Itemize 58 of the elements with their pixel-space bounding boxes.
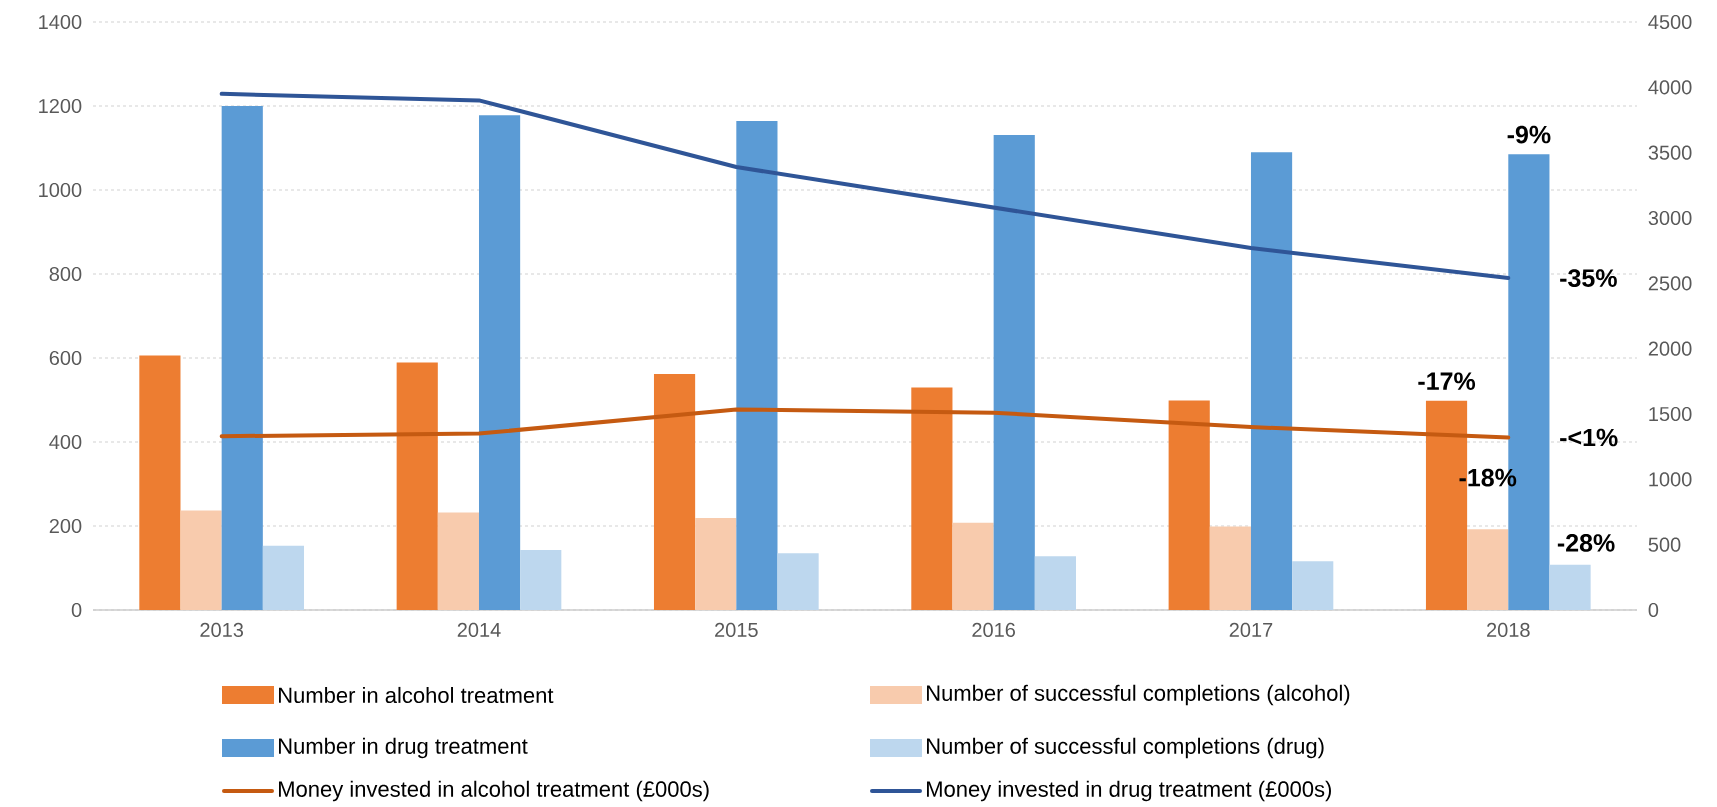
y-tick-label: 600 — [49, 350, 82, 366]
y2-tick-label: 4000 — [1648, 80, 1692, 95]
bar — [478, 115, 521, 610]
y2-tick-label: 1500 — [1649, 406, 1692, 422]
y2-tick-label: 2500 — [1648, 276, 1692, 291]
y-tick-label: 800 — [49, 266, 82, 282]
x-tick-label: 2014 — [457, 622, 501, 638]
y-tick-label: 200 — [49, 518, 82, 534]
y2-tick-label: 1000 — [1649, 472, 1692, 487]
bar — [1292, 561, 1334, 610]
legend-label: Number in drug treatment — [279, 737, 528, 759]
bar — [777, 553, 819, 610]
line-series — [219, 407, 1511, 440]
bar — [993, 134, 1035, 610]
bar — [396, 362, 438, 610]
y-tick-label: 1200 — [39, 98, 82, 114]
y2-tick-label: 0 — [1648, 602, 1659, 618]
legend-label: Money invested in alcohol treatment (£000s) — [279, 780, 709, 802]
annotation: -<1% — [1560, 428, 1618, 447]
bar — [437, 512, 479, 610]
bar — [653, 373, 696, 610]
bar — [736, 121, 778, 610]
bar — [1467, 529, 1509, 610]
x-tick-label: 2013 — [200, 622, 244, 638]
legend-label: Number in alcohol treatment — [279, 686, 554, 704]
bar — [695, 518, 737, 610]
y-tick-label: 400 — [49, 434, 82, 450]
bar — [1250, 152, 1293, 610]
y-tick-label: 1400 — [39, 14, 82, 30]
bar — [221, 106, 263, 610]
annotation: -28% — [1557, 534, 1615, 552]
bar — [1549, 564, 1591, 610]
y2-tick-label: 500 — [1648, 537, 1681, 552]
legend-label: Number of successful completions (drug) — [927, 737, 1324, 759]
y-tick-label: 0 — [71, 602, 82, 618]
x-tick-label: 2015 — [715, 622, 758, 638]
y2-tick-label: 3500 — [1648, 145, 1692, 160]
annotation: -17% — [1418, 372, 1476, 390]
bar — [1168, 400, 1210, 610]
legend-label: Money invested in drug treatment (£000s) — [927, 780, 1331, 802]
annotation: -35% — [1560, 269, 1617, 287]
bar — [520, 549, 562, 610]
legend-label: Number of successful completions (alcohol) — [927, 684, 1350, 706]
x-tick-label: 2016 — [972, 622, 1015, 638]
bar — [180, 510, 222, 610]
bar — [1034, 556, 1076, 610]
x-tick-label: 2017 — [1229, 622, 1273, 638]
bar — [952, 522, 994, 610]
annotation: -9% — [1507, 125, 1551, 144]
y2-tick-label: 4500 — [1648, 14, 1692, 30]
y-tick-label: 1000 — [39, 182, 82, 198]
y2-tick-label: 3000 — [1648, 210, 1692, 226]
bar — [1209, 526, 1251, 610]
bar — [911, 387, 953, 610]
y2-tick-label: 2000 — [1648, 341, 1692, 356]
x-tick-label: 2018 — [1487, 622, 1530, 638]
bar — [262, 545, 305, 610]
bar — [139, 355, 181, 610]
